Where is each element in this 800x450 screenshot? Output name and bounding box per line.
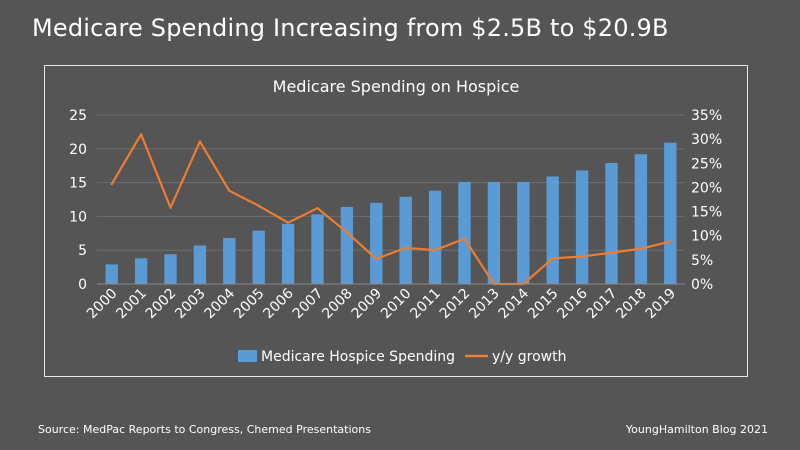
y-left-tick-label: 20 xyxy=(69,142,87,158)
bar xyxy=(223,238,236,284)
line-layer xyxy=(110,133,672,286)
bar xyxy=(428,190,442,284)
growth-point xyxy=(669,240,672,243)
x-tick-label: 2011 xyxy=(407,286,444,323)
y-left-tick-label: 15 xyxy=(69,176,87,192)
growth-point xyxy=(639,247,643,250)
bar xyxy=(311,214,324,284)
x-tick-label: 2012 xyxy=(437,286,474,323)
y-left-tick-label: 25 xyxy=(69,108,87,124)
grid-layer xyxy=(97,114,685,251)
growth-point xyxy=(551,257,554,260)
x-tick-label: 2014 xyxy=(496,285,533,322)
y-right-tick-label: 30% xyxy=(691,132,722,148)
x-tick-label: 2008 xyxy=(319,286,356,323)
growth-point xyxy=(110,182,113,186)
growth-line xyxy=(110,133,671,286)
bar xyxy=(605,162,618,284)
x-tick-label: 2000 xyxy=(84,286,121,323)
legend-label-bar: Medicare Hospice Spending xyxy=(261,349,455,365)
x-tick-label: 2001 xyxy=(113,286,150,323)
chart-svg: Medicare Spending on Hospice 05101520250… xyxy=(69,77,722,365)
bar xyxy=(546,176,559,284)
growth-point xyxy=(404,246,407,249)
bar xyxy=(664,142,677,284)
bar xyxy=(252,230,265,284)
x-tick-label: 2015 xyxy=(525,286,562,323)
bar xyxy=(370,202,383,284)
y-right-tick-label: 25% xyxy=(691,156,722,172)
growth-point xyxy=(286,221,290,224)
y-right-tick-label: 5% xyxy=(691,253,713,269)
bar xyxy=(193,245,207,284)
growth-point xyxy=(580,255,584,258)
growth-point xyxy=(316,206,319,210)
y-left-tick-label: 10 xyxy=(69,209,87,225)
bar xyxy=(134,258,148,284)
bar xyxy=(575,170,589,284)
bar xyxy=(164,254,177,284)
growth-point xyxy=(169,206,172,209)
y-right-tick-label: 10% xyxy=(691,229,722,245)
y-left-tick-label: 0 xyxy=(78,277,87,293)
bar xyxy=(458,181,471,284)
growth-point xyxy=(375,257,378,261)
bars-layer xyxy=(105,142,677,284)
bar xyxy=(340,206,354,284)
bar xyxy=(399,196,412,284)
x-tick-label: 2002 xyxy=(143,286,180,323)
growth-point xyxy=(257,204,260,207)
growth-point xyxy=(345,231,349,234)
x-tick-label: 2018 xyxy=(613,286,650,323)
x-tick-label: 2010 xyxy=(378,286,415,323)
growth-point xyxy=(228,189,231,193)
x-tick-label: 2009 xyxy=(349,286,386,323)
bar xyxy=(517,181,530,284)
growth-point xyxy=(198,140,202,143)
growth-point xyxy=(610,251,613,254)
growth-point xyxy=(463,237,466,240)
bar xyxy=(105,264,118,284)
bar xyxy=(487,181,501,284)
x-tick-label: 2019 xyxy=(643,286,680,323)
growth-point xyxy=(433,249,437,252)
legend-label-line: y/y growth xyxy=(492,349,566,365)
legend-swatch-bar xyxy=(238,350,257,362)
y-right-tick-label: 20% xyxy=(691,180,722,196)
y-right-tick-label: 0% xyxy=(691,277,713,293)
x-tick-label: 2003 xyxy=(172,286,209,323)
y-right-tick-label: 35% xyxy=(691,108,722,124)
x-tick-label: 2006 xyxy=(260,285,297,322)
x-tick-label: 2007 xyxy=(290,286,327,323)
footer-credit: YoungHamilton Blog 2021 xyxy=(625,423,768,436)
growth-point xyxy=(139,133,143,136)
legend-layer: Medicare Hospice Spending y/y growth xyxy=(238,349,566,365)
bar xyxy=(281,223,295,284)
chart-title: Medicare Spending on Hospice xyxy=(273,77,520,96)
x-tick-label: 2004 xyxy=(202,285,239,322)
bar xyxy=(634,154,648,284)
slide-title: Medicare Spending Increasing from $2.5B … xyxy=(32,14,669,42)
footer-source: Source: MedPac Reports to Congress, Chem… xyxy=(38,423,371,436)
chart-frame: Medicare Spending on Hospice 0 5 10 15 20 25 0… xyxy=(44,65,748,377)
x-tick-label: 2017 xyxy=(584,286,621,323)
y-left-tick-label: 5 xyxy=(78,243,87,259)
x-tick-label: 2013 xyxy=(466,286,503,323)
x-tick-label: 2005 xyxy=(231,286,268,323)
x-tick-label: 2016 xyxy=(554,285,591,322)
y-right-tick-label: 15% xyxy=(691,205,722,221)
axis-layer: 0 5 10 15 20 25 0% 5% 10% 15% 20% 25% 30% 35% 20002001… xyxy=(69,108,722,322)
